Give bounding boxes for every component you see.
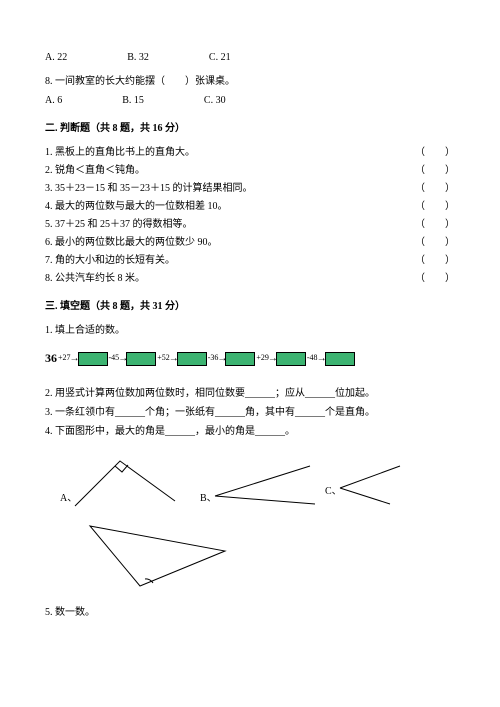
q8-opt-a: A. 6 xyxy=(45,93,62,109)
chain-box xyxy=(78,352,108,366)
tf-item: 7. 角的大小和边的长短有关。 xyxy=(45,253,345,269)
s3-q5: 5. 数一数。 xyxy=(45,605,455,621)
q7-options: A. 22 B. 32 C. 21 xyxy=(45,50,455,66)
tf-paren: （ ） xyxy=(415,271,455,287)
section2-title: 二. 判断题（共 8 题，共 16 分） xyxy=(45,121,455,137)
q8-opt-b: B. 15 xyxy=(122,93,144,109)
chain-box xyxy=(126,352,156,366)
s3-q2: 2. 用竖式计算两位数加两位数时，相同位数要______；应从______位加起… xyxy=(45,386,455,402)
chain-box xyxy=(225,352,255,366)
q8-opt-c: C. 30 xyxy=(204,93,226,109)
tf-paren: （ ） xyxy=(415,145,455,161)
chain-start: 36 xyxy=(45,349,57,368)
number-chain: 36 +27→ -45→ +52→ -36→ +29→ -48→ xyxy=(45,349,455,368)
angles-svg: A、 B、 C、 xyxy=(45,446,425,596)
q8-options: A. 6 B. 15 C. 30 xyxy=(45,93,455,109)
s3-q3: 3. 一条红领巾有______个角；一张纸有______角，其中有______个… xyxy=(45,405,455,421)
tf-paren: （ ） xyxy=(415,253,455,269)
tf-paren: （ ） xyxy=(415,181,455,197)
tf-item: 3. 35＋23－15 和 35－23＋15 的计算结果相同。 xyxy=(45,181,400,197)
tf-paren: （ ） xyxy=(415,163,455,179)
q8-text: 8. 一间教室的长大约能摆（ ）张课桌。 xyxy=(45,74,455,90)
chain-box xyxy=(276,352,306,366)
tf-list: 1. 黑板上的直角比书上的直角大。 （ ） 2. 锐角＜直角＜钝角。 （ ） 3. … xyxy=(45,145,455,287)
tf-item: 5. 37＋25 和 25＋37 的得数相等。 xyxy=(45,217,400,233)
tf-paren: （ ） xyxy=(415,199,455,215)
tf-item: 2. 锐角＜直角＜钝角。 xyxy=(45,163,400,179)
q7-opt-b: B. 32 xyxy=(127,50,149,66)
q7-opt-a: A. 22 xyxy=(45,50,67,66)
angle-figures: A、 B、 C、 xyxy=(45,446,455,602)
tf-item: 6. 最小的两位数比最大的两位数少 90。 xyxy=(45,235,370,251)
tf-paren: （ ） xyxy=(415,235,455,251)
s3-q4: 4. 下面图形中，最大的角是______，最小的角是______。 xyxy=(45,424,455,440)
q7-opt-c: C. 21 xyxy=(209,50,231,66)
chain-box xyxy=(177,352,207,366)
section3-title: 三. 填空题（共 8 题，共 31 分） xyxy=(45,299,455,315)
label-c: C、 xyxy=(325,486,342,497)
tf-item: 8. 公共汽车约长 8 米。 xyxy=(45,271,385,287)
s3-q1: 1. 填上合适的数。 xyxy=(45,323,455,339)
label-b: B、 xyxy=(200,493,217,504)
chain-box xyxy=(325,352,355,366)
tf-paren: （ ） xyxy=(415,217,455,233)
tf-item: 1. 黑板上的直角比书上的直角大。 xyxy=(45,145,400,161)
tf-item: 4. 最大的两位数与最大的一位数相差 10。 xyxy=(45,199,400,215)
label-a: A、 xyxy=(60,493,77,504)
